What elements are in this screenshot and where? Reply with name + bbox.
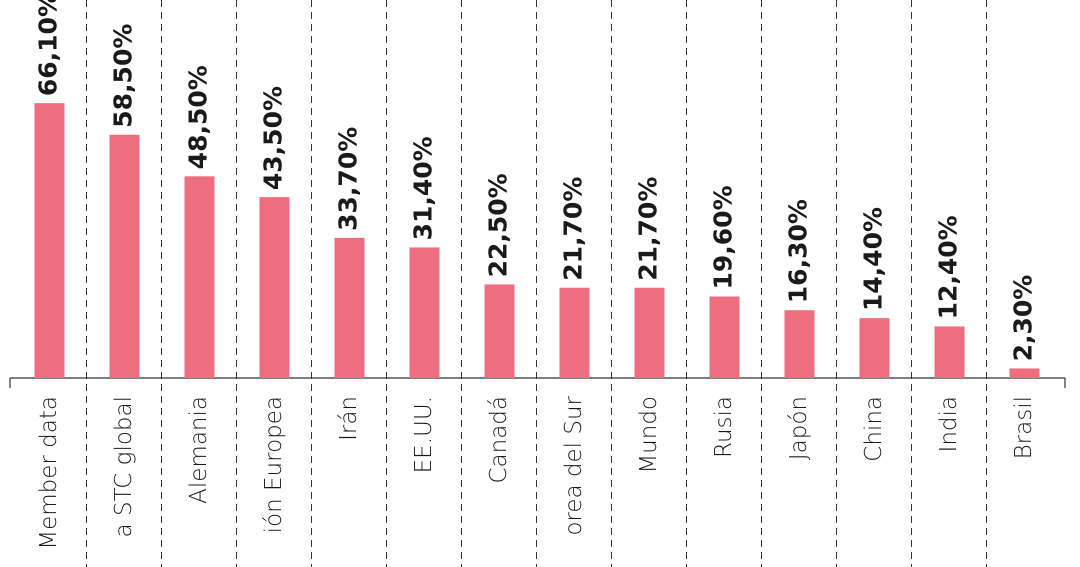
value-label: 21,70% [634, 177, 663, 281]
value-label: 48,50% [184, 65, 213, 169]
value-label: 16,30% [784, 199, 813, 303]
value-label: 58,50% [109, 24, 138, 128]
value-label: 19,60% [709, 185, 738, 289]
value-label: 31,40% [409, 136, 438, 240]
x-tick-label: India [936, 396, 962, 452]
value-label: 21,70% [559, 177, 588, 281]
bar [334, 237, 365, 378]
x-tick-label: Member data [36, 396, 62, 550]
bar [484, 284, 515, 378]
x-tick-label: Mundo [636, 396, 662, 474]
bar [934, 326, 965, 378]
bar [559, 287, 590, 378]
x-tick-label: a STC global [111, 396, 137, 537]
x-tick-label: Canadá [486, 396, 512, 484]
bar [634, 287, 665, 378]
x-tick-label: Alemania [186, 396, 212, 504]
value-label: 22,50% [484, 173, 513, 277]
x-tick-label: EE.UU. [411, 396, 437, 473]
value-label: 43,50% [259, 86, 288, 190]
value-label: 66,10% [34, 0, 63, 96]
x-tick-label: Irán [336, 396, 362, 441]
bar [784, 310, 815, 378]
bar [409, 247, 440, 378]
x-tick-label: China [861, 396, 887, 462]
x-tick-label: Japón [786, 396, 812, 460]
bar [259, 197, 290, 378]
bar [184, 176, 215, 378]
x-tick-label: ión Europea [261, 396, 287, 533]
bar [859, 318, 890, 378]
value-label: 33,70% [334, 127, 363, 231]
value-label: 12,40% [934, 215, 963, 319]
x-tick-label: orea del Sur [561, 395, 587, 535]
bar [109, 134, 140, 378]
x-tick-label: Brasil [1011, 396, 1037, 459]
bar [1009, 368, 1040, 378]
bar [34, 103, 65, 378]
value-label: 14,40% [859, 207, 888, 311]
value-label: 2,30% [1009, 275, 1038, 362]
bar [709, 296, 740, 378]
x-tick-label: Rusia [711, 396, 737, 458]
